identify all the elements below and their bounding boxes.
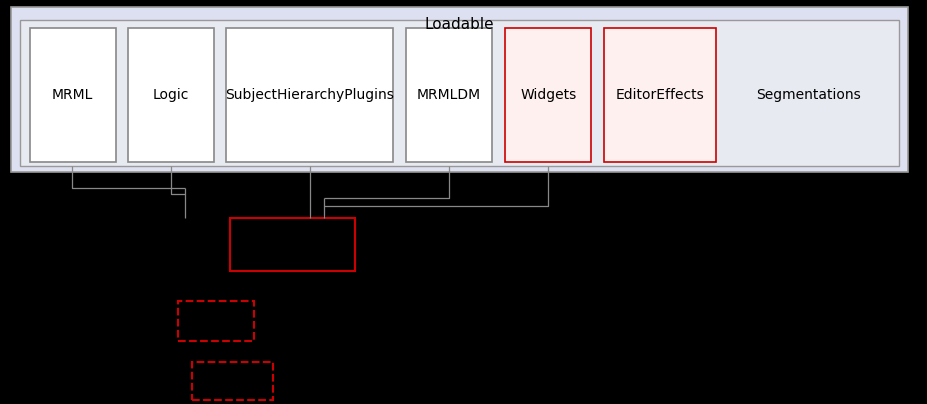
Text: Segmentations: Segmentations: [756, 88, 861, 102]
Text: MRMLDM: MRMLDM: [417, 88, 481, 102]
Text: Widgets: Widgets: [520, 88, 577, 102]
FancyBboxPatch shape: [226, 28, 393, 162]
Text: MRML: MRML: [52, 88, 94, 102]
FancyBboxPatch shape: [604, 28, 716, 162]
FancyBboxPatch shape: [230, 218, 355, 271]
Text: Loadable: Loadable: [425, 17, 495, 32]
FancyBboxPatch shape: [11, 7, 908, 172]
FancyBboxPatch shape: [178, 301, 254, 341]
FancyBboxPatch shape: [406, 28, 492, 162]
Text: Logic: Logic: [153, 88, 189, 102]
Text: SubjectHierarchyPlugins: SubjectHierarchyPlugins: [225, 88, 394, 102]
FancyBboxPatch shape: [505, 28, 591, 162]
FancyBboxPatch shape: [20, 20, 899, 166]
FancyBboxPatch shape: [192, 362, 273, 400]
FancyBboxPatch shape: [30, 28, 116, 162]
FancyBboxPatch shape: [128, 28, 214, 162]
Text: EditorEffects: EditorEffects: [616, 88, 705, 102]
